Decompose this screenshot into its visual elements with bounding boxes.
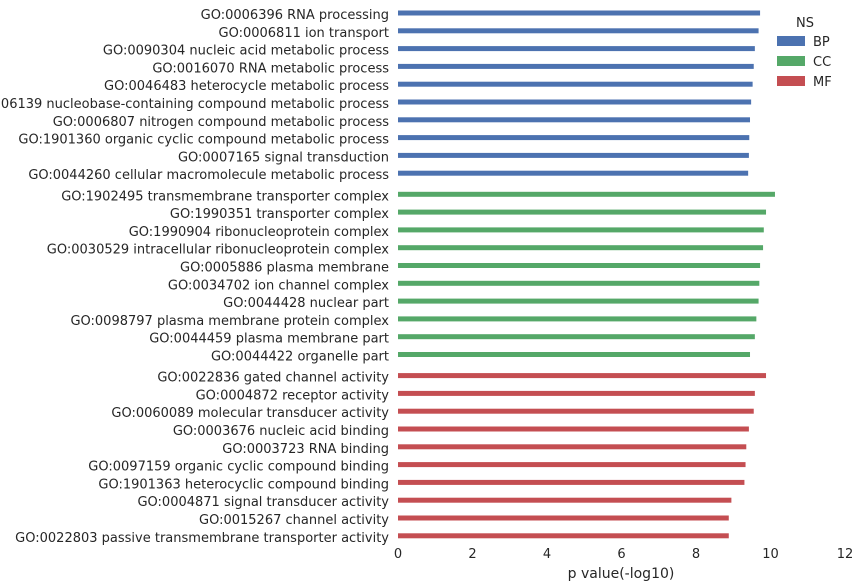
x-tick-label: 12 — [837, 547, 854, 562]
category-label: GO:0015267 channel activity — [199, 513, 389, 528]
bar-cc — [398, 191, 775, 197]
category-labels: GO:0006396 RNA processing GO:0006811 ion … — [0, 8, 389, 546]
category-label: GO:0060089 molecular transducer activity — [111, 406, 389, 421]
x-tick-label: 10 — [762, 547, 779, 562]
category-label: GO:1990904 ribonucleoprotein complex — [129, 225, 390, 240]
x-axis-title: p value(-log10) — [568, 566, 675, 582]
bar-mf — [398, 462, 746, 468]
category-label: GO:0006807 nitrogen compound metabolic p… — [53, 115, 390, 130]
bar-mf — [398, 533, 729, 539]
category-label: GO:1901360 organic cyclic compound metab… — [18, 133, 389, 148]
legend-swatch-bp — [777, 36, 805, 46]
bar-mf — [398, 479, 745, 485]
bar-bp — [398, 117, 751, 123]
category-label: GO:0097159 organic cyclic compound bindi… — [88, 460, 389, 475]
category-label: GO:0030529 intracellular ribonucleoprote… — [47, 243, 390, 258]
category-label: GO:0046483 heterocycle metabolic process — [104, 79, 389, 94]
bar-bp — [398, 28, 759, 34]
bar-bp — [398, 46, 755, 52]
x-axis-ticks: 0 2 4 6 8 10 12 — [394, 547, 853, 562]
bar-mf — [398, 426, 749, 432]
bar-mf — [398, 444, 747, 450]
category-label: GO:0098797 plasma membrane protein compl… — [70, 314, 389, 329]
legend: NS BP CC MF — [777, 16, 832, 90]
category-label: GO:0022803 passive transmembrane transpo… — [15, 531, 389, 546]
bar-bp — [398, 99, 752, 105]
bar-mf — [398, 515, 729, 521]
bar-cc — [398, 298, 759, 304]
legend-label-bp: BP — [813, 35, 830, 50]
x-tick-label: 2 — [468, 547, 476, 562]
category-label: GO:0003676 nucleic acid binding — [173, 424, 389, 439]
category-label: GO:0016070 RNA metabolic process — [152, 61, 389, 76]
legend-title: NS — [796, 16, 814, 31]
x-tick-label: 4 — [543, 547, 551, 562]
bar-bp — [398, 81, 753, 87]
x-tick-label: 0 — [394, 547, 402, 562]
bar-cc — [398, 227, 764, 233]
category-label: GO:0090304 nucleic acid metabolic proces… — [103, 44, 389, 59]
category-label: GO:1990351 transporter complex — [170, 207, 389, 222]
category-label: GO:0006396 RNA processing — [201, 8, 389, 23]
x-tick-label: 8 — [692, 547, 700, 562]
bar-cc — [398, 316, 757, 322]
bar-bp — [398, 63, 754, 69]
bar-bp — [398, 135, 750, 141]
bar-cc — [398, 245, 764, 251]
category-label: GO:0006139 nucleobase-containing compoun… — [0, 97, 389, 112]
category-label: GO:0044422 organelle part — [211, 350, 389, 365]
x-tick-label: 6 — [617, 547, 625, 562]
category-label: GO:0003723 RNA binding — [222, 442, 389, 457]
bar-mf — [398, 408, 754, 414]
category-label: GO:0006811 ion transport — [219, 26, 390, 41]
legend-label-cc: CC — [813, 55, 831, 70]
bar-cc — [398, 334, 755, 340]
category-label: GO:0044459 plasma membrane part — [149, 332, 389, 347]
legend-label-mf: MF — [813, 75, 832, 90]
category-label: GO:0044260 cellular macromolecule metabo… — [28, 168, 389, 183]
category-label: GO:0022836 gated channel activity — [157, 371, 389, 386]
category-label: GO:0007165 signal transduction — [178, 150, 389, 165]
category-label: GO:0004871 signal transducer activity — [137, 495, 389, 510]
bar-mf — [398, 497, 732, 503]
category-label: GO:0004872 receptor activity — [196, 388, 390, 403]
legend-swatch-cc — [777, 56, 805, 66]
bar-bp — [398, 152, 749, 158]
category-label: GO:1902495 transmembrane transporter com… — [61, 189, 389, 204]
category-label: GO:1901363 heterocyclic compound binding — [98, 477, 389, 492]
bars-layer — [398, 10, 775, 539]
bar-cc — [398, 263, 761, 268]
category-label: GO:0005886 plasma membrane — [180, 261, 389, 276]
bar-cc — [398, 352, 751, 357]
legend-swatch-mf — [777, 76, 805, 86]
bar-bp — [398, 10, 761, 16]
bar-bp — [398, 170, 749, 176]
bar-mf — [398, 373, 767, 379]
bar-cc — [398, 209, 767, 215]
bar-cc — [398, 280, 760, 286]
category-label: GO:0034702 ion channel complex — [168, 278, 389, 293]
category-label: GO:0044428 nuclear part — [223, 296, 389, 311]
bar-mf — [398, 390, 755, 396]
